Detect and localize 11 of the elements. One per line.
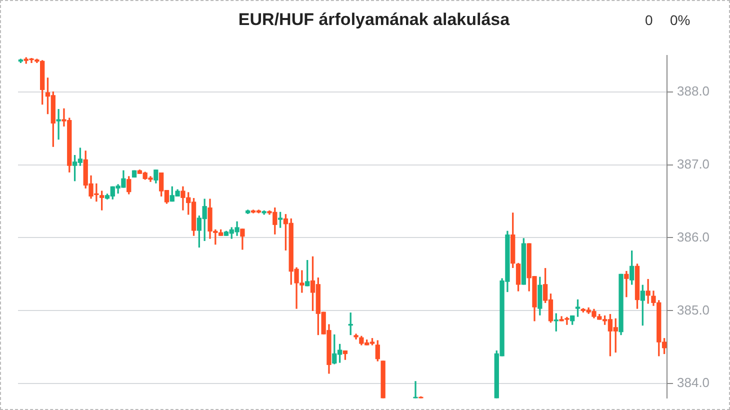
y-tick-label: 384.0: [677, 375, 710, 390]
candlestick: [646, 278, 650, 304]
y-tick-label: 388.0: [677, 83, 710, 98]
y-tick-label: 386.0: [677, 229, 710, 244]
chart-title: EUR/HUF árfolyamának alakulása: [238, 10, 510, 29]
candlestick: [624, 270, 629, 298]
text: 0%: [670, 12, 690, 28]
candlestick: [56, 109, 61, 140]
y-tick-label: 387.0: [677, 156, 710, 172]
y-tick-label: 385.0: [677, 302, 710, 318]
text: 0: [645, 12, 653, 28]
